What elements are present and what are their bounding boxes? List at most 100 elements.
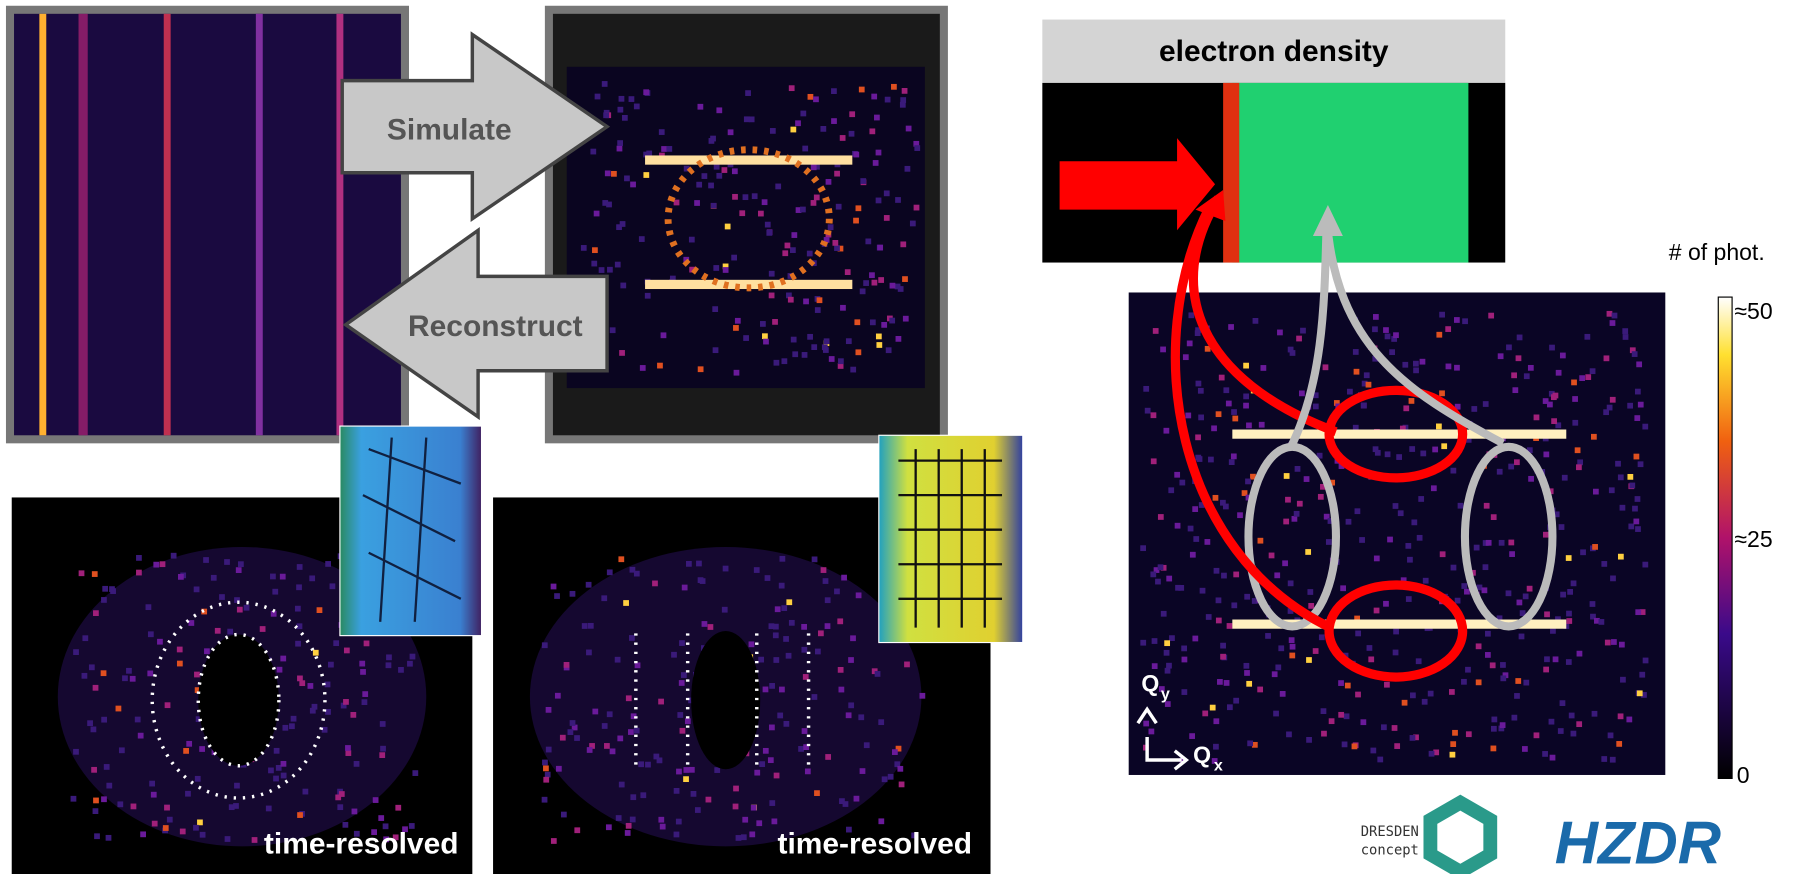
speckle (696, 561, 702, 567)
speckle (769, 725, 775, 731)
colorbar-label: ≈50 (1734, 298, 1772, 324)
speckle (634, 728, 640, 734)
speckle (244, 605, 250, 611)
speckle (1567, 589, 1573, 595)
speckle (843, 801, 849, 807)
speckle (640, 792, 646, 798)
speckle (362, 691, 368, 697)
speckle (855, 349, 861, 355)
speckle (1274, 572, 1280, 578)
speckle (1633, 519, 1639, 525)
speckle (769, 271, 775, 277)
speckle (1406, 596, 1412, 602)
speckle (1409, 398, 1415, 404)
speckle (1394, 743, 1400, 749)
speckle (779, 583, 785, 589)
speckle (1243, 403, 1249, 409)
speckle (1618, 713, 1624, 719)
speckle (1608, 733, 1614, 739)
speckle (607, 711, 613, 717)
speckle (756, 820, 762, 826)
speckle (1181, 646, 1187, 652)
speckle (543, 777, 549, 783)
speckle (1634, 454, 1640, 460)
speckle (1413, 361, 1419, 367)
speckle (560, 735, 566, 741)
speckle (1231, 409, 1237, 415)
speckle (1593, 489, 1599, 495)
speckle (1165, 668, 1171, 674)
speckle (1511, 715, 1517, 721)
speckle (1152, 638, 1158, 644)
speckle (800, 207, 806, 213)
speckle (1246, 423, 1252, 429)
speckle (211, 575, 217, 581)
speckle (1572, 396, 1578, 402)
speckle (607, 267, 613, 273)
speckle (1636, 361, 1642, 367)
speckle (802, 352, 808, 358)
speckle (790, 127, 796, 133)
speckle (874, 115, 880, 121)
speckle (622, 115, 628, 121)
speckle (800, 111, 806, 117)
speckle (635, 662, 641, 668)
speckle (735, 318, 741, 324)
speckle (1560, 592, 1566, 598)
speckle (227, 629, 233, 635)
speckle (1277, 330, 1283, 336)
speckle (864, 742, 870, 748)
speckle (1571, 731, 1577, 737)
speckle (1221, 573, 1227, 579)
speckle (1278, 645, 1284, 651)
speckle (1455, 598, 1461, 604)
speckle (1506, 590, 1512, 596)
speckle (1289, 637, 1295, 643)
speckle (1571, 380, 1577, 386)
speckle (643, 172, 649, 178)
speckle (853, 218, 859, 224)
speckle (825, 623, 831, 629)
speckle (1566, 659, 1572, 665)
speckle (1286, 731, 1292, 737)
speckle (876, 342, 882, 348)
speckle (618, 556, 624, 562)
speckle (745, 90, 751, 96)
speckle (817, 297, 823, 303)
speckle (1161, 611, 1167, 617)
speckle (674, 832, 680, 838)
speckle (1632, 351, 1638, 357)
speckle (1609, 487, 1615, 493)
speckle (296, 584, 302, 590)
speckle (603, 112, 609, 118)
speckle (890, 283, 896, 289)
speckle (643, 89, 649, 95)
speckle (1204, 539, 1210, 545)
speckle (878, 719, 884, 725)
speckle (1193, 536, 1199, 542)
speckle (582, 623, 588, 629)
speckle (1632, 506, 1638, 512)
speckle (373, 797, 379, 803)
speckle (1439, 390, 1445, 396)
speckle (1220, 643, 1226, 649)
speckle (773, 624, 779, 630)
speckle (1280, 691, 1286, 697)
speckle (739, 210, 745, 216)
speckle (914, 145, 920, 151)
speckle (1289, 653, 1295, 659)
speckle (733, 804, 739, 810)
speckle (1145, 408, 1151, 414)
speckle (171, 553, 177, 559)
speckle (1458, 503, 1464, 509)
speckle (616, 224, 622, 230)
speckle (135, 717, 141, 723)
speckle (1560, 700, 1566, 706)
speckle (1620, 677, 1626, 683)
speckle (1243, 394, 1249, 400)
speckle (1466, 731, 1472, 737)
speckle (1413, 367, 1419, 373)
speckle (782, 358, 788, 364)
speckle (848, 657, 854, 663)
speckle (811, 344, 817, 350)
